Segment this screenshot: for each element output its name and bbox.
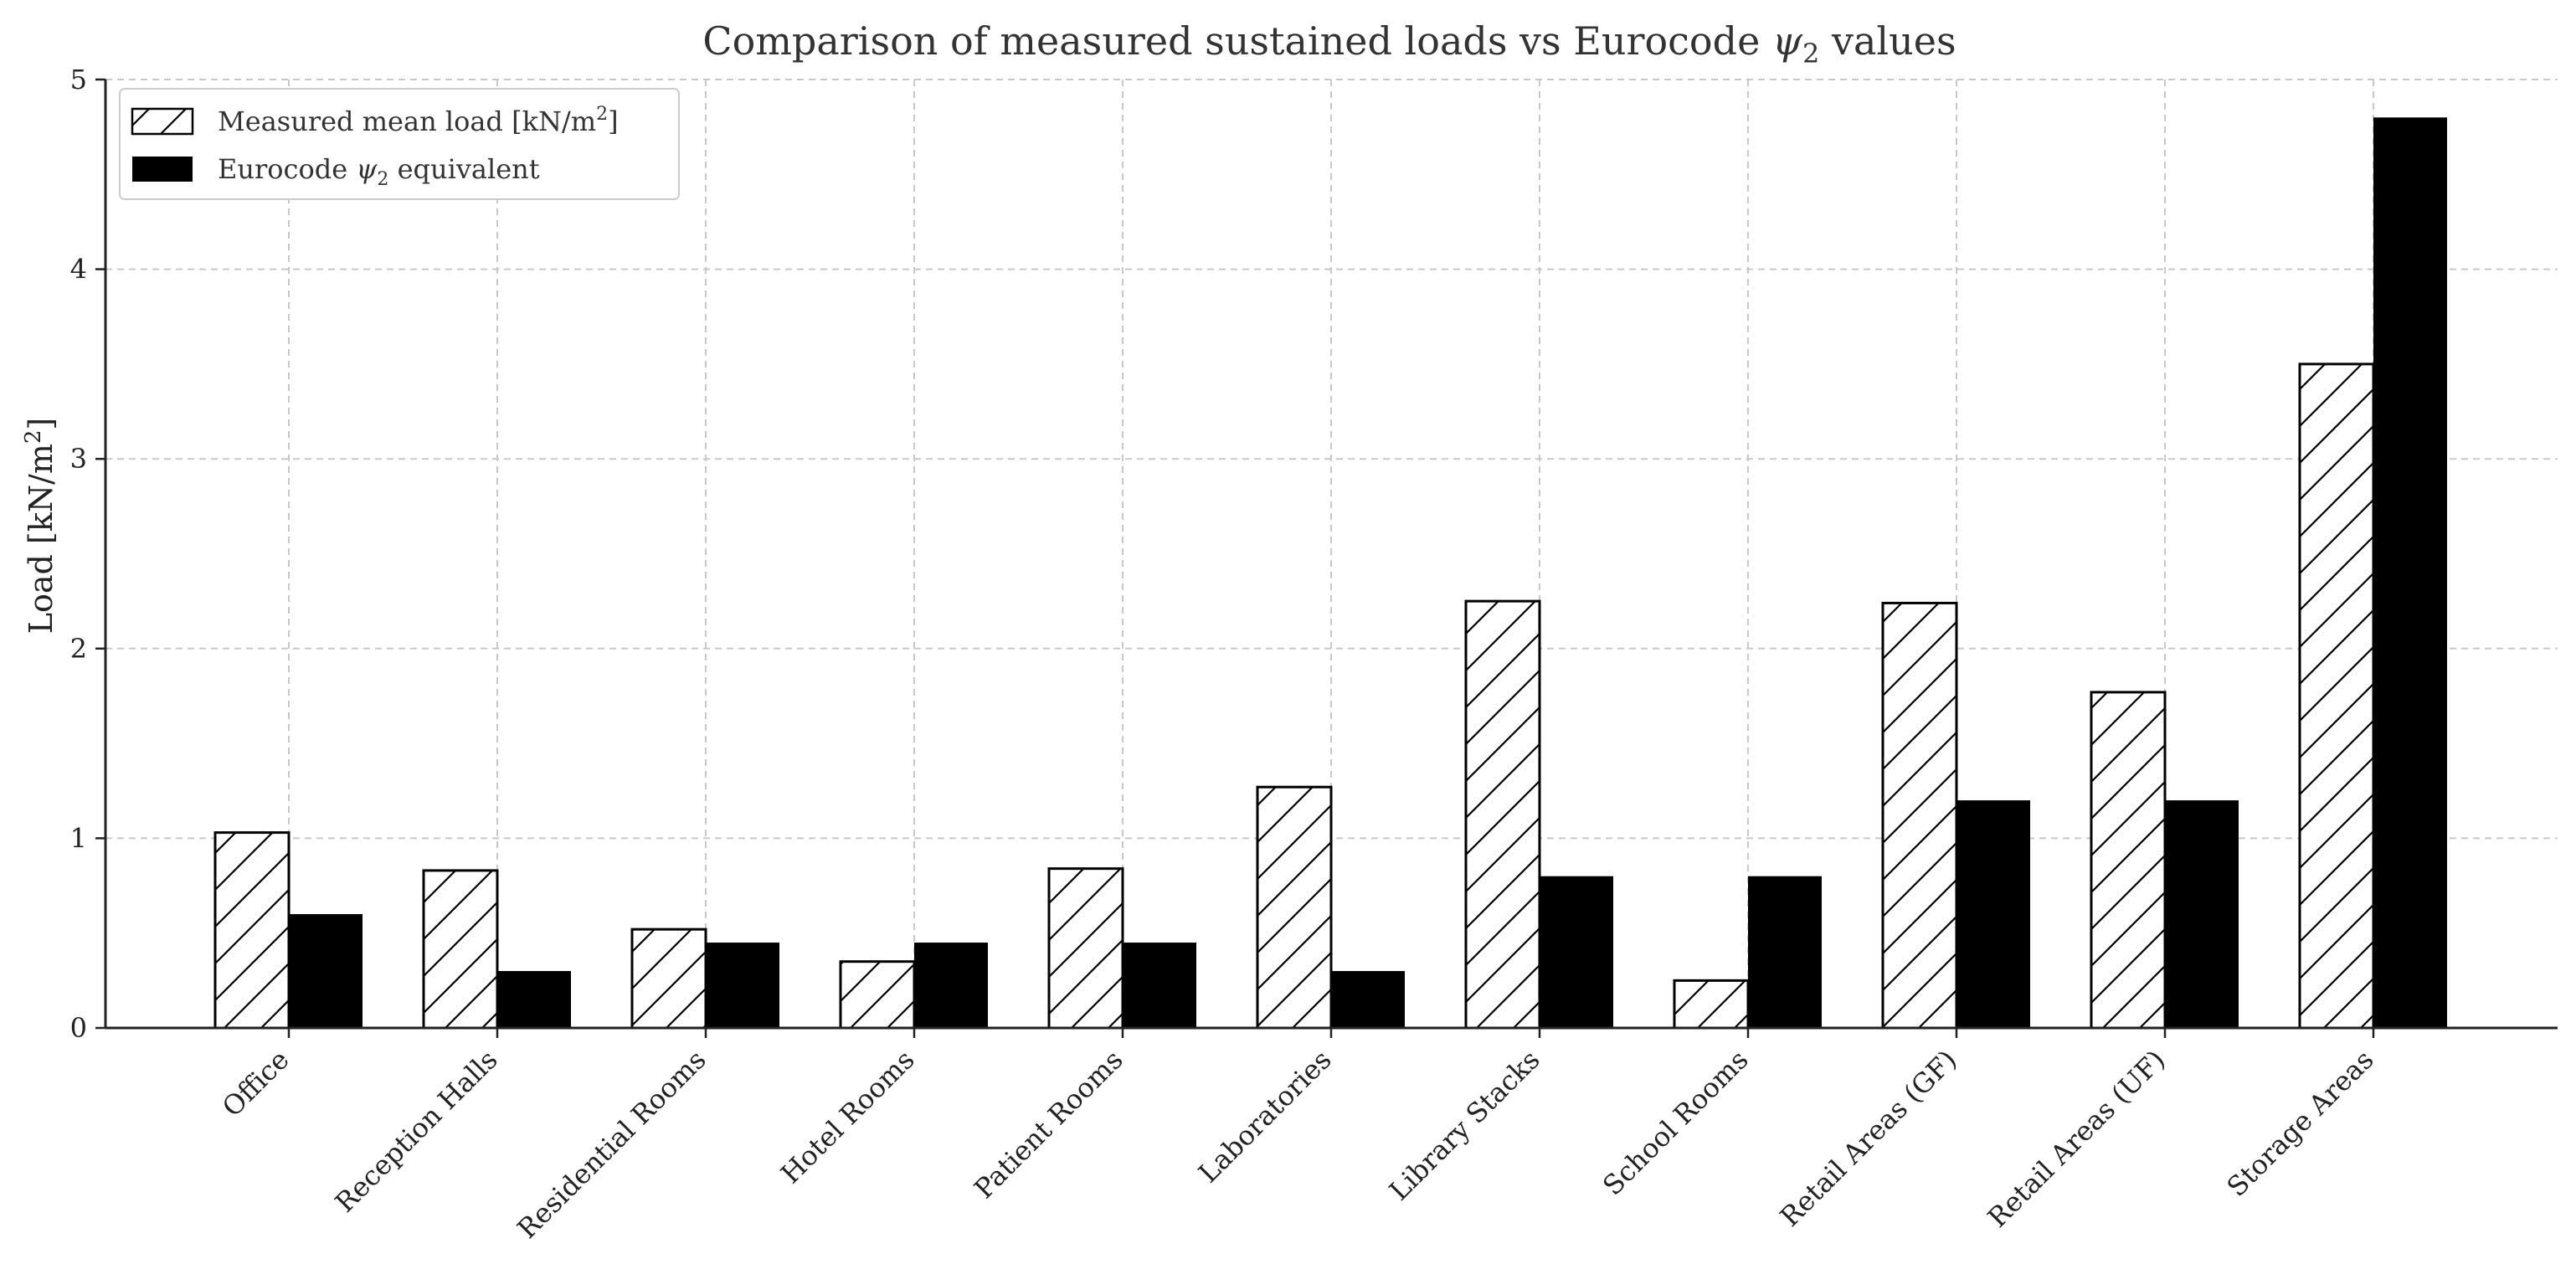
bar-eurocode — [497, 971, 571, 1028]
bar-measured — [1464, 599, 1541, 1030]
x-tick-label: Reception Halls — [329, 1044, 504, 1219]
legend-swatch-measured — [131, 107, 194, 136]
y-tick-label: 0 — [70, 1012, 87, 1044]
y-axis-label: Load [kN/m2] — [21, 418, 59, 634]
bar-measured — [839, 960, 916, 1030]
legend-label-measured: Measured mean load [kN/m2] — [218, 104, 619, 137]
x-tick-label: Retail Areas (GF) — [1774, 1044, 1963, 1233]
bar-eurocode — [1331, 971, 1405, 1028]
legend-box — [119, 88, 680, 200]
legend-swatch-eurocode — [132, 157, 193, 182]
bar-measured — [213, 831, 291, 1030]
bar-measured — [2298, 362, 2375, 1030]
bar-eurocode — [706, 943, 779, 1028]
x-tick-label: Patient Rooms — [968, 1044, 1129, 1205]
bar-measured — [1256, 785, 1333, 1030]
y-tick-label: 3 — [70, 443, 87, 475]
x-tick-label: Laboratories — [1192, 1044, 1338, 1189]
x-tick-label: Residential Rooms — [511, 1044, 712, 1245]
axes — [95, 78, 2558, 1038]
y-tick-label: 1 — [70, 822, 87, 854]
bar-eurocode — [1748, 876, 1822, 1028]
x-tick-label: Office — [216, 1044, 296, 1123]
x-tick-label: School Rooms — [1597, 1044, 1755, 1202]
bar-measured — [630, 927, 707, 1030]
bar-eurocode — [1123, 943, 1196, 1028]
y-tick-label: 4 — [70, 254, 87, 285]
legend-label-eurocode: Eurocode ψ2 equivalent — [218, 153, 540, 190]
y-tick-label: 2 — [70, 633, 87, 665]
bar-eurocode — [1956, 800, 2030, 1028]
x-tick-label: Storage Areas — [2221, 1044, 2380, 1203]
x-tick-label: Retail Areas (UF) — [1982, 1044, 2172, 1234]
bar-measured — [1047, 867, 1124, 1030]
bar-measured — [422, 869, 499, 1030]
bar-eurocode — [2373, 117, 2447, 1028]
bar-measured — [1673, 979, 1750, 1030]
chart-title: Comparison of measured sustained loads v… — [702, 18, 1956, 69]
bar-measured — [2090, 691, 2167, 1030]
bar-eurocode — [914, 943, 988, 1028]
bar-eurocode — [2165, 800, 2239, 1028]
tick-labels: 0 1 2 3 4 5 Office Reception Halls Residential R… — [70, 64, 2380, 1245]
bar-eurocode — [289, 914, 362, 1028]
y-tick-label: 5 — [70, 64, 87, 95]
x-tick-label: Library Stacks — [1383, 1044, 1546, 1207]
bar-eurocode — [1540, 876, 1613, 1028]
legend: Measured mean load [kN/m2] Eurocode ψ2 e… — [119, 88, 680, 200]
bar-measured — [1881, 601, 1958, 1030]
bars — [213, 117, 2447, 1030]
x-tick-label: Hotel Rooms — [774, 1044, 920, 1189]
